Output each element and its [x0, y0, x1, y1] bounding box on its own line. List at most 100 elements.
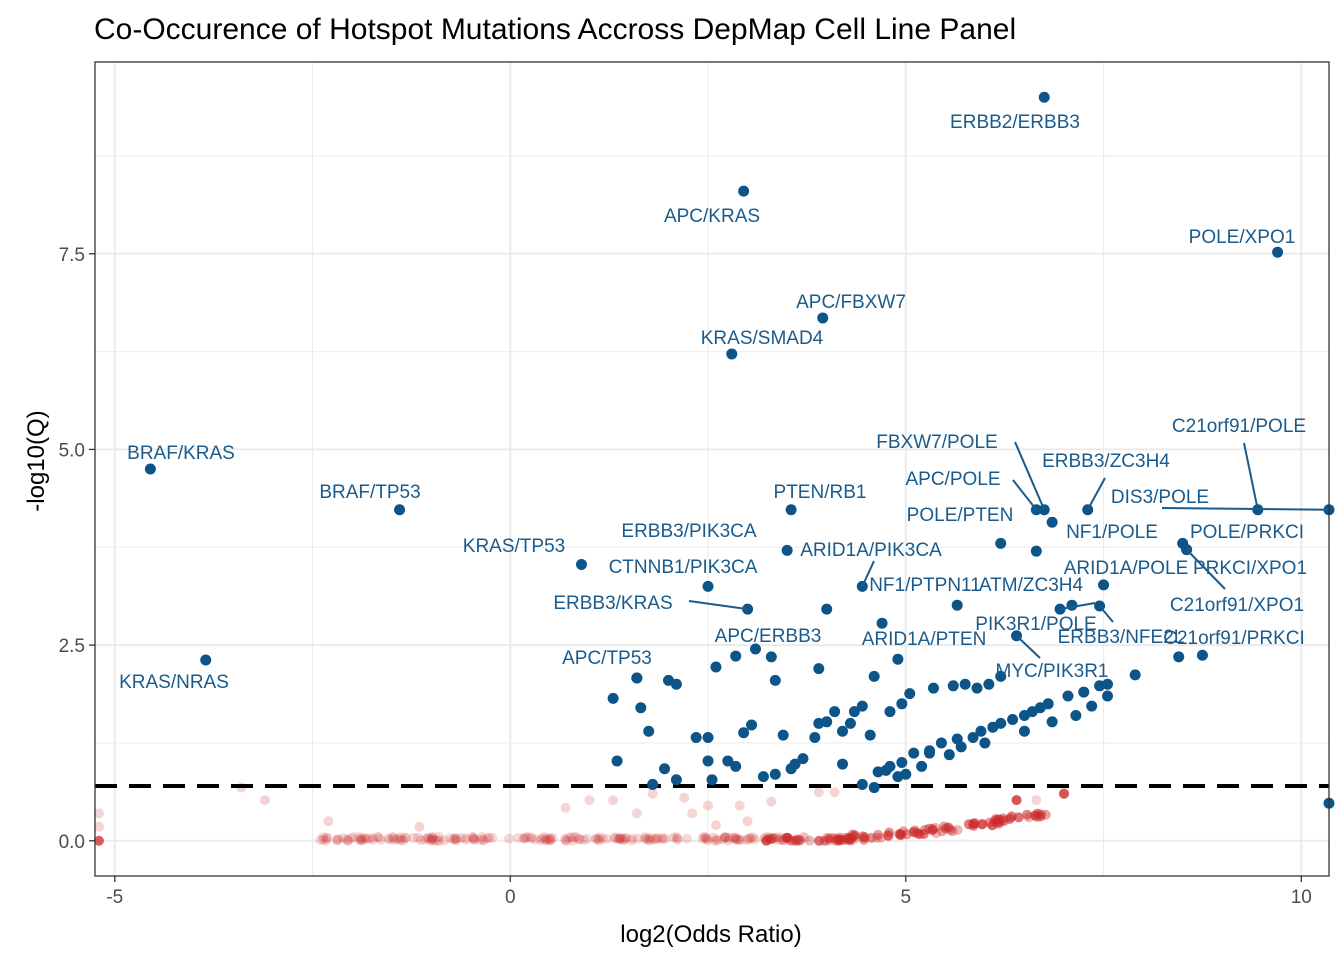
nonsignificant-point [535, 835, 546, 846]
significant-point [702, 731, 714, 743]
nonsignificant-point [994, 817, 1005, 828]
nonsignificant-point [813, 787, 824, 798]
nonsignificant-point [355, 834, 366, 845]
nonsignificant-point [672, 833, 683, 844]
significant-point [884, 760, 896, 772]
significant-point [916, 760, 928, 772]
nonsignificant-point [814, 835, 825, 846]
nonsignificant-point [540, 835, 551, 846]
significant-point [995, 670, 1007, 682]
point-label: DIS3/POLE [1111, 487, 1209, 508]
significant-point [659, 763, 671, 775]
significant-point [765, 651, 777, 663]
significant-point [908, 747, 920, 759]
nonsignificant-point [700, 833, 711, 844]
significant-point [896, 698, 908, 710]
labeled-point [785, 504, 797, 516]
significant-point [900, 768, 912, 780]
point-label: ERBB3/PIK3CA [621, 521, 756, 542]
nonsignificant-point [530, 834, 541, 845]
point-label: C21orf91/POLE [1172, 416, 1306, 437]
point-label: KRAS/TP53 [463, 536, 565, 557]
nonsignificant-point [361, 833, 372, 844]
nonsignificant-point [468, 832, 479, 843]
significant-point [809, 731, 821, 743]
nonsignificant-point [539, 831, 550, 842]
nonsignificant-point [627, 833, 638, 844]
significant-point [904, 688, 916, 700]
significant-point [813, 663, 825, 675]
labeled-point [726, 348, 738, 360]
nonsignificant-point [477, 834, 488, 845]
significant-point [1042, 698, 1054, 710]
nonsignificant-point [618, 835, 629, 846]
nonsignificant-point [609, 833, 620, 844]
significant-point [848, 706, 860, 718]
labeled-point [1046, 516, 1058, 528]
nonsignificant-point [439, 835, 450, 846]
nonsignificant-point [396, 834, 407, 845]
significant-point [935, 737, 947, 749]
label-leader-line [1243, 442, 1259, 510]
nonsignificant-points [93, 782, 1070, 846]
point-label: ERBB3/ZC3H4 [1042, 451, 1170, 472]
point-label: KRAS/SMAD4 [701, 328, 824, 349]
nonsignificant-point [969, 818, 980, 829]
significant-point [607, 692, 619, 704]
nonsignificant-point [804, 835, 815, 846]
significant-point [738, 727, 750, 739]
significant-point [837, 758, 849, 770]
significant-point [746, 719, 758, 731]
label-leader-line [1098, 605, 1114, 623]
nonsignificant-point [461, 834, 472, 845]
significant-point [1062, 690, 1074, 702]
nonsignificant-point [343, 835, 354, 846]
nonsignificant-point [711, 834, 722, 845]
nonsignificant-point [561, 835, 572, 846]
nonsignificant-point [518, 833, 529, 844]
labeled-point [1272, 246, 1284, 258]
labeled-point [144, 463, 156, 475]
labeled-point [951, 599, 963, 611]
nonsignificant-point [743, 834, 754, 845]
nonsignificant-point [794, 835, 805, 846]
nonsignificant-point [420, 834, 431, 845]
nonsignificant-point [804, 835, 815, 846]
nonsignificant-point [513, 832, 524, 843]
nonsignificant-point [744, 832, 755, 843]
y-tick-label: 5.0 [59, 440, 85, 461]
nonsignificant-point [936, 826, 947, 837]
nonsignificant-point [727, 832, 738, 843]
nonsignificant-point [657, 834, 668, 845]
nonsignificant-point [719, 832, 730, 843]
nonsignificant-point [342, 835, 353, 846]
significant-point [789, 758, 801, 770]
nonsignificant-point [574, 834, 585, 845]
nonsignificant-point [448, 834, 459, 845]
significant-point [611, 755, 623, 767]
x-tick-label: -5 [106, 887, 123, 908]
nonsignificant-point [484, 832, 495, 843]
nonsignificant-point [400, 832, 411, 843]
x-axis-title: log2(Odds Ratio) [620, 921, 801, 948]
nonsignificant-point [882, 830, 893, 841]
nonsignificant-point [426, 834, 437, 845]
nonsignificant-point [451, 833, 462, 844]
nonsignificant-point [730, 834, 741, 845]
significant-point [924, 747, 936, 759]
nonsignificant-point [383, 833, 394, 844]
nonsignificant-point [612, 834, 623, 845]
point-label: APC/KRAS [664, 206, 760, 227]
nonsignificant-point [616, 833, 627, 844]
point-label: C21orf91/XPO1 [1170, 595, 1304, 616]
nonsignificant-point [422, 833, 433, 844]
point-label: FBXW7/POLE [876, 432, 997, 453]
nonsignificant-point [427, 834, 438, 845]
nonsignificant-point [601, 833, 612, 844]
nonsignificant-point [681, 833, 692, 844]
nonsignificant-point [540, 834, 551, 845]
nonsignificant-point [712, 835, 723, 846]
significant-point [971, 682, 983, 694]
significant-point [864, 729, 876, 741]
nonsignificant-point [766, 796, 777, 807]
